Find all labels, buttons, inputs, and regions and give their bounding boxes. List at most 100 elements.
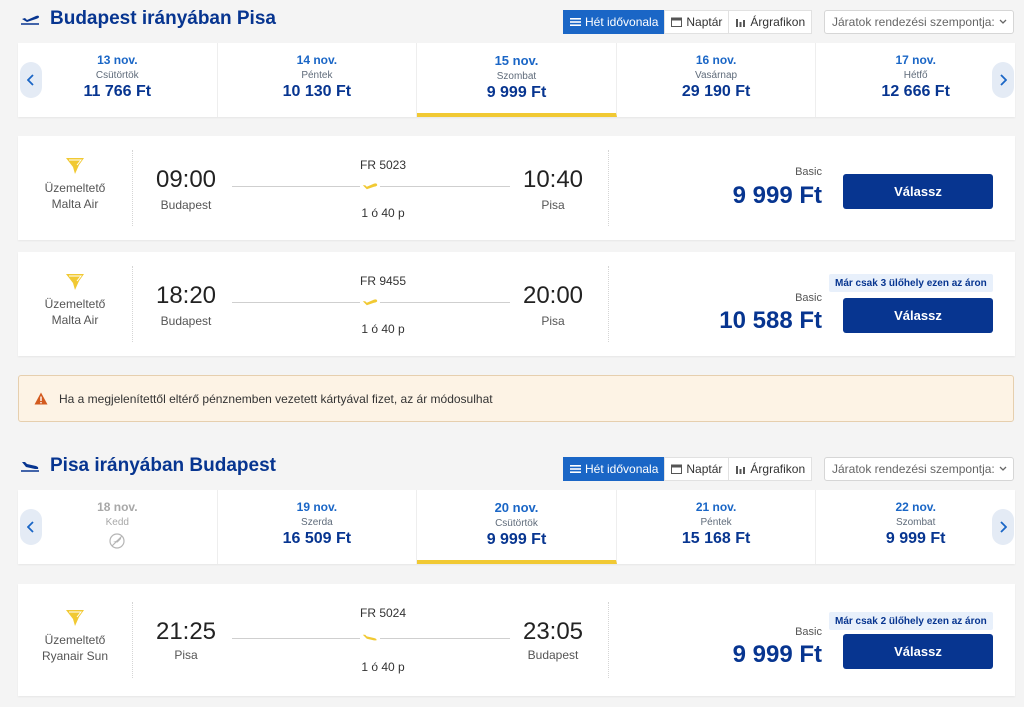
next-dates-button[interactable]: [992, 509, 1014, 545]
next-dates-button[interactable]: [992, 62, 1014, 98]
date-cell[interactable]: 13 nov. Csütörtök 11 766 Ft: [18, 43, 218, 117]
divider: [608, 266, 609, 342]
date-label: 20 nov.: [494, 500, 539, 515]
departure-city: Budapest: [160, 314, 212, 328]
calendar-view-button[interactable]: Naptár: [664, 457, 730, 481]
operator-name: Ryanair Sun: [41, 649, 109, 663]
departure-time: 18:20: [155, 282, 217, 309]
inbound-date-bar: 18 nov. Kedd 19 nov. Szerda 16 509 Ft 20 n…: [18, 490, 1015, 564]
date-price: 16 509 Ft: [282, 530, 352, 547]
date-cell[interactable]: 16 nov. Vasárnap 29 190 Ft: [617, 43, 817, 117]
departure-time: 21:25: [155, 618, 217, 645]
weekday-label: Kedd: [105, 517, 129, 528]
flight-price: 10 588 Ft: [719, 307, 822, 334]
operator-block: Üzemeltető Malta Air: [18, 150, 133, 226]
date-label: 21 nov.: [695, 500, 737, 514]
date-label: 16 nov.: [695, 53, 737, 67]
operator-block: Üzemeltető Ryanair Sun: [18, 602, 133, 678]
arrival-time: 10:40: [522, 166, 584, 193]
weekday-label: Szombat: [895, 517, 936, 528]
warning-triangle-icon: [34, 392, 48, 405]
calendar-icon: [671, 17, 683, 27]
select-flight-button[interactable]: Válassz: [843, 174, 993, 209]
date-label: 17 nov.: [895, 53, 936, 67]
date-price: 29 190 Ft: [681, 83, 751, 100]
date-label: 15 nov.: [494, 53, 539, 68]
chevron-right-icon: [1000, 74, 1007, 86]
no-flight-icon: [109, 533, 125, 549]
price-chart-view-button[interactable]: Árgrafikon: [728, 457, 813, 481]
plane-icon: [360, 295, 380, 309]
flight-number: FR 5024: [359, 606, 407, 620]
weekday-label: Csütörtök: [495, 518, 538, 529]
plane-landing-icon: [21, 462, 39, 472]
list-icon: [570, 465, 581, 473]
chevron-down-icon: [999, 466, 1007, 471]
flight-price: 9 999 Ft: [732, 182, 822, 209]
date-cell[interactable]: 21 nov. Péntek 15 168 Ft: [617, 490, 817, 564]
flight-duration: 1 ó 40 p: [361, 660, 405, 674]
date-label: 13 nov.: [97, 53, 138, 67]
prev-dates-button[interactable]: [20, 509, 42, 545]
flight-card: Üzemeltető Ryanair Sun 21:25 Pisa FR 502…: [18, 584, 1015, 696]
sort-select-label: Járatok rendezési szempontja:: [832, 15, 995, 29]
weekday-label: Péntek: [700, 517, 732, 528]
fare-type: Basic: [795, 626, 822, 638]
chevron-left-icon: [27, 521, 34, 533]
weekday-label: Hétfő: [903, 70, 928, 81]
arrival-time: 23:05: [522, 618, 584, 645]
operator-block: Üzemeltető Malta Air: [18, 266, 133, 342]
flight-price: 9 999 Ft: [732, 641, 822, 668]
arrival-city: Pisa: [541, 314, 565, 328]
sort-select[interactable]: Járatok rendezési szempontja:: [824, 457, 1014, 481]
operated-by-label: Üzemeltető: [44, 181, 106, 195]
date-cell-unavailable: 18 nov. Kedd: [18, 490, 218, 564]
date-price: 15 168 Ft: [681, 530, 751, 547]
date-price: 9 999 Ft: [885, 530, 946, 547]
date-cell-selected[interactable]: 15 nov. Szombat 9 999 Ft: [417, 43, 617, 117]
view-toggle: Hét idővonala Naptár Árgrafikon: [563, 457, 813, 481]
ryanair-harp-logo: [66, 274, 84, 290]
departure-city: Pisa: [174, 648, 198, 662]
date-price: 9 999 Ft: [486, 531, 547, 548]
flight-duration: 1 ó 40 p: [361, 322, 405, 336]
operator-name: Malta Air: [51, 197, 99, 211]
price-chart-view-button[interactable]: Árgrafikon: [728, 10, 813, 34]
date-cell[interactable]: 19 nov. Szerda 16 509 Ft: [218, 490, 418, 564]
date-cell-selected[interactable]: 20 nov. Csütörtök 9 999 Ft: [417, 490, 617, 564]
select-flight-button[interactable]: Válassz: [843, 298, 993, 333]
week-view-button[interactable]: Hét idővonala: [563, 10, 666, 34]
weekday-label: Szerda: [301, 517, 333, 528]
date-cell[interactable]: 14 nov. Péntek 10 130 Ft: [218, 43, 418, 117]
flight-number: FR 9455: [359, 274, 407, 288]
chevron-right-icon: [1000, 521, 1007, 533]
sort-select[interactable]: Járatok rendezési szempontja:: [824, 10, 1014, 34]
flight-card: Üzemeltető Malta Air 09:00 Budapest FR 5…: [18, 136, 1015, 240]
weekday-label: Vasárnap: [695, 70, 738, 81]
fare-type: Basic: [795, 292, 822, 304]
select-flight-button[interactable]: Válassz: [843, 634, 993, 669]
prev-dates-button[interactable]: [20, 62, 42, 98]
flight-number: FR 5023: [359, 158, 407, 172]
departure-time: 09:00: [155, 166, 217, 193]
plane-icon: [360, 631, 380, 645]
date-label: 19 nov.: [296, 500, 338, 514]
divider: [608, 150, 609, 226]
plane-takeoff-icon: [21, 15, 39, 25]
chevron-left-icon: [27, 74, 34, 86]
warning-text: Ha a megjelenítettől eltérő pénznemben v…: [59, 391, 493, 406]
flight-duration: 1 ó 40 p: [361, 206, 405, 220]
sort-select-label: Járatok rendezési szempontja:: [832, 462, 995, 476]
view-toggle: Hét idővonala Naptár Árgrafikon: [563, 10, 813, 34]
bar-chart-icon: [736, 466, 746, 474]
date-cell[interactable]: 17 nov. Hétfő 12 666 Ft: [816, 43, 1015, 117]
calendar-view-label: Naptár: [686, 462, 723, 476]
date-cell[interactable]: 22 nov. Szombat 9 999 Ft: [816, 490, 1015, 564]
calendar-icon: [671, 464, 683, 474]
week-view-button[interactable]: Hét idővonala: [563, 457, 666, 481]
plane-icon: [360, 179, 380, 193]
seats-left-badge: Már csak 2 ülőhely ezen az áron: [829, 612, 993, 630]
operator-name: Malta Air: [51, 313, 99, 327]
calendar-view-button[interactable]: Naptár: [664, 10, 730, 34]
date-label: 18 nov.: [97, 500, 138, 514]
